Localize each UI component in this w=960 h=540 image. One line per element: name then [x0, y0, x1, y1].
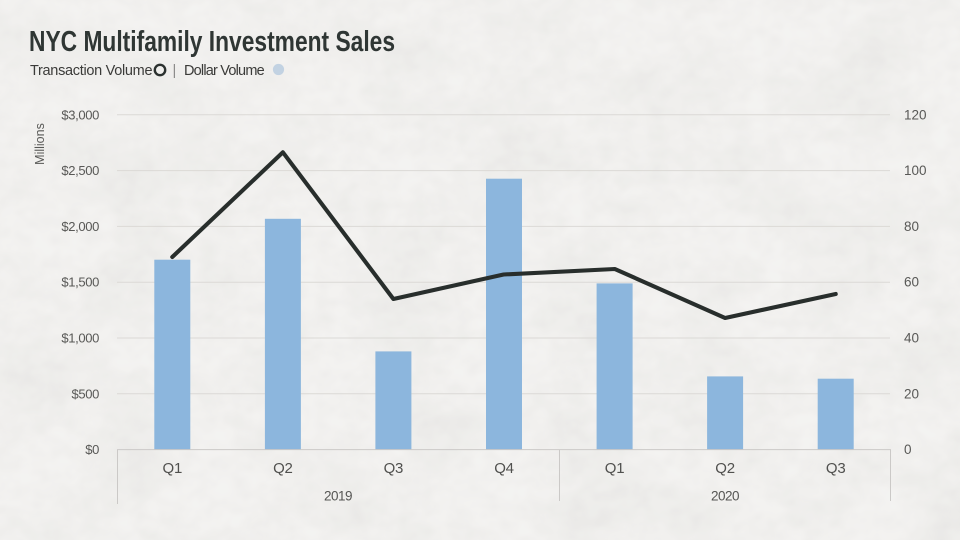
svg-text:Q1: Q1 — [605, 460, 625, 477]
svg-text:60: 60 — [904, 275, 919, 290]
svg-text:Dollar Volume: Dollar Volume — [184, 63, 265, 79]
svg-text:100: 100 — [904, 163, 927, 178]
svg-text:Q4: Q4 — [494, 460, 514, 477]
svg-text:Q1: Q1 — [162, 460, 182, 477]
svg-text:Q3: Q3 — [826, 460, 846, 477]
svg-text:Q3: Q3 — [384, 460, 404, 477]
svg-text:$0: $0 — [85, 442, 99, 457]
svg-text:Millions: Millions — [33, 123, 47, 165]
svg-text:80: 80 — [904, 219, 919, 234]
svg-text:$2,500: $2,500 — [61, 163, 99, 178]
svg-text:Q2: Q2 — [715, 460, 735, 477]
svg-text:20: 20 — [904, 386, 919, 401]
svg-text:$3,000: $3,000 — [61, 107, 99, 122]
svg-text:0: 0 — [904, 442, 912, 457]
svg-text:2019: 2019 — [324, 489, 352, 504]
svg-text:$1,000: $1,000 — [61, 331, 99, 346]
svg-text:Transaction Volume: Transaction Volume — [30, 63, 152, 79]
svg-text:2020: 2020 — [711, 489, 739, 504]
svg-text:$1,500: $1,500 — [61, 275, 99, 290]
svg-text:$500: $500 — [71, 386, 99, 401]
svg-text:120: 120 — [904, 107, 927, 122]
svg-text:$2,000: $2,000 — [61, 219, 99, 234]
svg-text:Q2: Q2 — [273, 460, 293, 477]
svg-text:|: | — [173, 63, 177, 79]
svg-text:40: 40 — [904, 331, 919, 346]
svg-text:NYC Multifamily Investment Sal: NYC Multifamily Investment Sales — [29, 27, 395, 58]
